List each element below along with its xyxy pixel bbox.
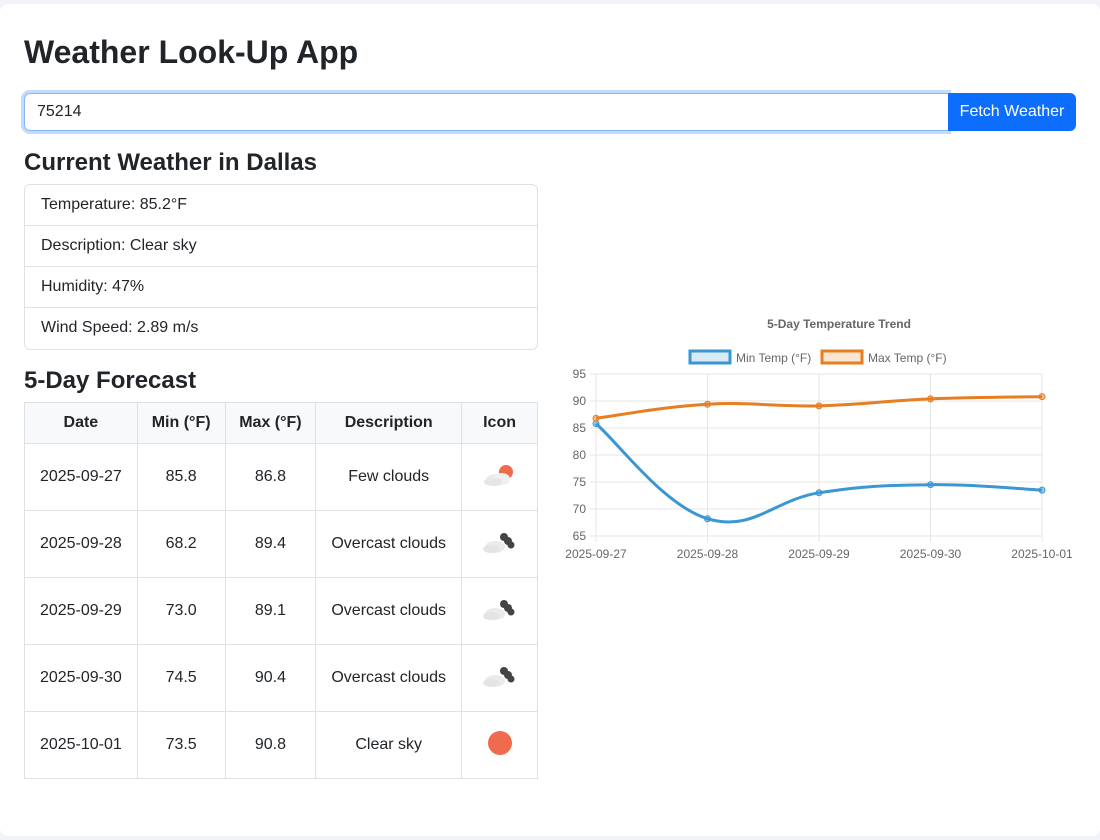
column-header-date: Date bbox=[24, 402, 138, 444]
cell-description: Overcast clouds bbox=[315, 510, 463, 578]
chart-title: 5-Day Temperature Trend bbox=[767, 317, 911, 331]
table-row: 2025-10-01 73.5 90.8 Clear sky bbox=[24, 711, 538, 779]
cell-icon bbox=[461, 711, 538, 779]
cell-date: 2025-09-27 bbox=[24, 443, 138, 511]
y-tick-label: 65 bbox=[573, 529, 587, 543]
current-weather-list: Temperature: 85.2°F Description: Clear s… bbox=[24, 184, 538, 350]
cell-min: 74.5 bbox=[136, 644, 226, 712]
current-weather-heading: Current Weather in Dallas bbox=[24, 149, 317, 176]
cell-max: 89.4 bbox=[224, 510, 317, 578]
legend-label: Min Temp (°F) bbox=[736, 351, 811, 365]
legend-swatch bbox=[820, 349, 864, 365]
data-point bbox=[704, 400, 711, 408]
description-item: Description: Clear sky bbox=[25, 226, 537, 267]
x-tick-label: 2025-09-30 bbox=[900, 547, 962, 561]
cell-date: 2025-09-28 bbox=[24, 510, 138, 578]
app-card: Weather Look-Up App Fetch Weather Curren… bbox=[0, 4, 1100, 836]
cell-description: Clear sky bbox=[315, 711, 463, 779]
cell-min: 73.0 bbox=[136, 577, 226, 645]
column-header-max: Max (°F) bbox=[224, 402, 317, 444]
clear-sky-icon bbox=[487, 730, 512, 755]
legend-label: Max Temp (°F) bbox=[868, 351, 947, 365]
cell-description: Overcast clouds bbox=[315, 577, 463, 645]
y-tick-label: 85 bbox=[573, 421, 587, 435]
cell-icon bbox=[461, 644, 538, 712]
overcast-clouds-icon bbox=[482, 599, 515, 620]
column-header-icon: Icon bbox=[461, 402, 538, 444]
cell-date: 2025-09-29 bbox=[24, 577, 138, 645]
x-tick-label: 2025-09-28 bbox=[677, 547, 739, 561]
table-row: 2025-09-30 74.5 90.4 Overcast clouds bbox=[24, 644, 538, 712]
table-row: 2025-09-27 85.8 86.8 Few clouds bbox=[24, 443, 538, 511]
data-point bbox=[815, 402, 823, 410]
cell-max: 89.1 bbox=[224, 577, 317, 645]
search-row: Fetch Weather bbox=[24, 93, 1076, 131]
fetch-weather-button[interactable]: Fetch Weather bbox=[948, 93, 1076, 131]
data-point bbox=[1038, 393, 1046, 401]
cell-description: Few clouds bbox=[315, 443, 463, 511]
wind-speed-item: Wind Speed: 2.89 m/s bbox=[41, 319, 199, 336]
cell-icon bbox=[461, 510, 538, 578]
cell-min: 73.5 bbox=[136, 711, 226, 779]
data-point bbox=[927, 395, 934, 403]
series-line bbox=[595, 422, 1043, 524]
temperature-item: Temperature: 85.2°F bbox=[25, 185, 537, 226]
forecast-header-row: Date Min (°F) Max (°F) Description Icon bbox=[24, 402, 538, 444]
y-tick-label: 80 bbox=[573, 448, 587, 462]
cell-date: 2025-09-30 bbox=[24, 644, 138, 712]
y-tick-label: 90 bbox=[573, 394, 587, 408]
page-title: Weather Look-Up App bbox=[24, 34, 359, 70]
data-point bbox=[927, 481, 934, 489]
table-row: 2025-09-29 73.0 89.1 Overcast clouds bbox=[24, 577, 538, 645]
x-tick-label: 2025-09-29 bbox=[788, 547, 850, 561]
table-row: 2025-09-28 68.2 89.4 Overcast clouds bbox=[24, 510, 538, 578]
cell-max: 86.8 bbox=[224, 443, 317, 511]
y-tick-label: 75 bbox=[573, 475, 587, 489]
few-clouds-icon bbox=[483, 464, 513, 486]
legend-swatch bbox=[688, 349, 732, 365]
humidity-item: Humidity: 47% bbox=[25, 267, 537, 308]
cell-icon bbox=[461, 443, 538, 511]
data-point bbox=[1038, 486, 1046, 494]
cell-min: 85.8 bbox=[136, 443, 226, 511]
temperature-chart-svg: 5-Day Temperature Trend Min Temp (°F) Max … bbox=[565, 317, 1073, 561]
data-point bbox=[592, 414, 600, 422]
cell-description: Overcast clouds bbox=[315, 644, 463, 712]
column-header-description: Description bbox=[315, 402, 463, 444]
overcast-clouds-icon bbox=[482, 666, 515, 687]
y-tick-label: 95 bbox=[573, 367, 587, 381]
temperature-chart: 5-Day Temperature Trend Min Temp (°F) Max … bbox=[556, 304, 1086, 574]
x-tick-label: 2025-09-27 bbox=[565, 547, 627, 561]
cell-min: 68.2 bbox=[136, 510, 226, 578]
data-point bbox=[704, 515, 711, 523]
zip-input[interactable] bbox=[24, 93, 948, 131]
y-tick-label: 70 bbox=[573, 502, 587, 516]
cell-max: 90.8 bbox=[224, 711, 317, 779]
forecast-table: Date Min (°F) Max (°F) Description Icon … bbox=[24, 402, 538, 779]
forecast-heading: 5-Day Forecast bbox=[24, 367, 197, 394]
column-header-min: Min (°F) bbox=[136, 402, 226, 444]
cell-max: 90.4 bbox=[224, 644, 317, 712]
data-point bbox=[815, 489, 823, 497]
cell-icon bbox=[461, 577, 538, 645]
overcast-clouds-icon bbox=[482, 532, 515, 553]
cell-date: 2025-10-01 bbox=[24, 711, 138, 779]
x-tick-label: 2025-10-01 bbox=[1011, 547, 1073, 561]
